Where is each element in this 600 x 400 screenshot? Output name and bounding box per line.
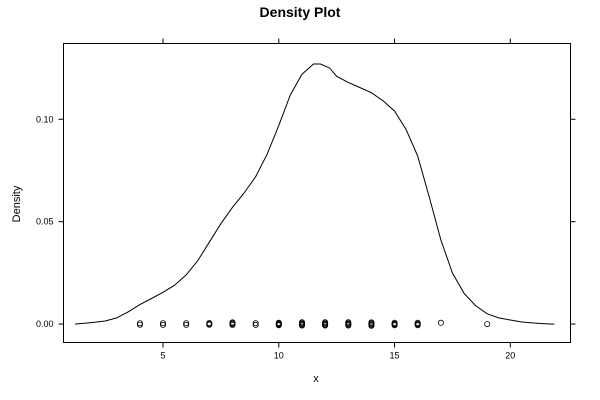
data-point (183, 320, 190, 327)
data-point (136, 320, 143, 327)
x-tick-label: 5 (161, 351, 166, 361)
data-point (437, 319, 444, 326)
data-point (322, 322, 329, 329)
data-point (136, 321, 143, 328)
chart-title: Density Plot (260, 4, 341, 20)
data-point (229, 321, 236, 328)
data-point (484, 321, 491, 328)
data-point (159, 320, 166, 327)
data-point (206, 321, 213, 328)
data-point (275, 322, 282, 329)
data-point (159, 321, 166, 328)
y-axis: 0.00 0.05 0.10 (36, 114, 576, 329)
x-axis: 5 10 15 20 (161, 38, 515, 361)
data-point (345, 322, 352, 329)
y-tick-label: 0.00 (36, 319, 54, 329)
x-axis-label: x (313, 373, 319, 385)
y-tick-label: 0.05 (36, 217, 54, 227)
y-tick-label: 0.10 (36, 114, 54, 124)
data-point (368, 322, 375, 329)
x-tick-label: 15 (390, 351, 400, 361)
data-point (252, 320, 259, 327)
data-point (298, 322, 305, 329)
data-point (183, 321, 190, 328)
y-axis-label: Density (11, 185, 23, 222)
data-points (136, 319, 491, 329)
data-point (414, 322, 421, 329)
data-point (252, 321, 259, 328)
data-point (391, 322, 398, 329)
x-tick-label: 20 (505, 351, 515, 361)
plot-frame (63, 43, 571, 343)
x-tick-label: 10 (274, 351, 284, 361)
density-curve (75, 63, 555, 325)
